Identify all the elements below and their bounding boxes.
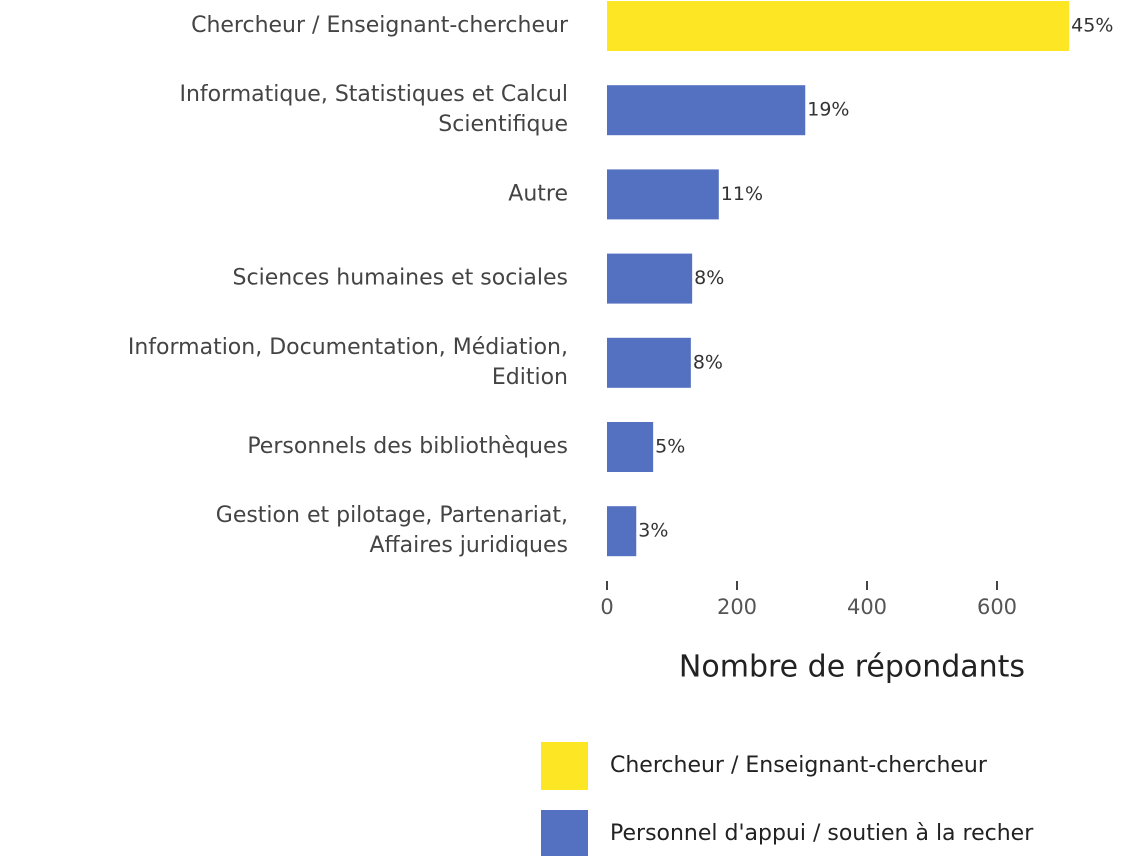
value-label: 11% [721, 183, 763, 205]
y-tick-label: Chercheur / Enseignant-chercheur [191, 13, 569, 38]
value-label: 19% [807, 99, 849, 121]
value-label: 8% [693, 351, 723, 373]
y-tick-label: Gestion et pilotage, Partenariat, Affaire… [216, 503, 568, 558]
y-tick-label: Informatique, Statistiques et Calcul Scie… [179, 82, 568, 137]
value-label: 5% [655, 436, 685, 458]
x-tick-label: 600 [977, 595, 1017, 619]
value-label: 8% [694, 267, 724, 289]
x-axis-title: Nombre de répondants [679, 650, 1025, 685]
bar [607, 506, 637, 557]
y-tick-label: Personnels des bibliothèques [247, 434, 568, 459]
y-tick-label: Autre [508, 181, 568, 206]
legend-label: Personnel d'appui / soutien à la recher [610, 821, 1034, 846]
value-label: 45% [1071, 15, 1113, 37]
bar [607, 337, 691, 388]
y-tick-label: Sciences humaines et sociales [233, 266, 568, 291]
bar [607, 85, 806, 136]
value-label: 3% [638, 520, 668, 542]
legend-swatch [541, 742, 588, 790]
bar [607, 169, 719, 220]
x-tick-label: 200 [717, 595, 757, 619]
bar [607, 253, 693, 304]
bar [607, 422, 654, 472]
x-tick-label: 0 [600, 595, 613, 619]
legend-swatch [541, 810, 588, 856]
x-tick-label: 400 [847, 595, 887, 619]
bar [607, 1, 1070, 51]
y-tick-label: Information, Documentation, Médiation, Ed… [128, 335, 568, 390]
legend-label: Chercheur / Enseignant-chercheur [610, 753, 988, 778]
